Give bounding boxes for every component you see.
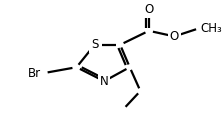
Text: Br: Br — [28, 67, 41, 80]
Text: S: S — [91, 38, 98, 51]
Text: N: N — [100, 75, 109, 88]
Text: O: O — [144, 3, 153, 16]
Text: O: O — [170, 30, 179, 43]
Text: CH₃: CH₃ — [200, 22, 222, 34]
